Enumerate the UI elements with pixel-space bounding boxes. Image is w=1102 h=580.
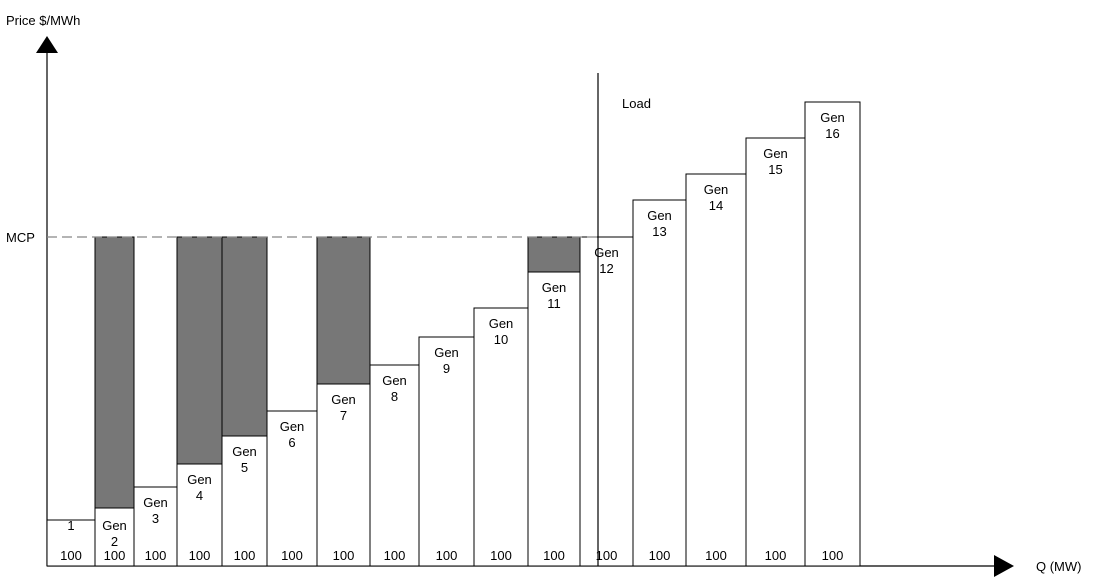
bid-block bbox=[685, 173, 747, 567]
bid-block bbox=[804, 101, 861, 567]
capacity-label: 100 bbox=[145, 548, 167, 563]
generator-name: 9 bbox=[443, 361, 450, 376]
generator-name: Gen bbox=[280, 419, 305, 434]
generator-name: Gen bbox=[763, 146, 788, 161]
generator-name: 13 bbox=[652, 224, 666, 239]
capacity-label: 100 bbox=[765, 548, 787, 563]
capacity-label: 100 bbox=[649, 548, 671, 563]
generator-name: 15 bbox=[768, 162, 782, 177]
capacity-label: 100 bbox=[189, 548, 211, 563]
capacity-label: 100 bbox=[543, 548, 565, 563]
generator-name: 3 bbox=[152, 511, 159, 526]
capacity-label: 100 bbox=[436, 548, 458, 563]
bid-block bbox=[579, 236, 634, 567]
generator-name: Gen bbox=[647, 208, 672, 223]
bid-block bbox=[369, 364, 420, 567]
capacity-label: 100 bbox=[281, 548, 303, 563]
generator-bars: 1 Gen2Gen3Gen4Gen5Gen6Gen7Gen8Gen9Gen10Ge… bbox=[46, 101, 861, 567]
generator-name: Gen bbox=[704, 182, 729, 197]
generator-name: 7 bbox=[340, 408, 347, 423]
generator-name: 4 bbox=[196, 488, 203, 503]
capacity-label: 100 bbox=[60, 548, 82, 563]
y-axis-arrow-icon bbox=[36, 36, 58, 53]
y-axis-label: Price $/MWh bbox=[6, 13, 80, 28]
surplus-block bbox=[176, 236, 223, 465]
bid-block bbox=[266, 410, 318, 567]
bid-block bbox=[316, 383, 371, 567]
generator-name: 5 bbox=[241, 460, 248, 475]
bid-block bbox=[745, 137, 806, 567]
bid-block bbox=[133, 486, 178, 567]
generator-name: Gen bbox=[434, 345, 459, 360]
generator-name: Gen bbox=[232, 444, 257, 459]
generator-name: 6 bbox=[288, 435, 295, 450]
generator-name: Gen bbox=[489, 316, 514, 331]
generator-name: 16 bbox=[825, 126, 839, 141]
generator-name: Gen bbox=[542, 280, 567, 295]
capacity-label: 100 bbox=[104, 548, 126, 563]
surplus-block bbox=[94, 236, 135, 509]
generator-name: 12 bbox=[599, 261, 613, 276]
generator-name: Gen bbox=[187, 472, 212, 487]
generator-name: Gen bbox=[102, 518, 127, 533]
generator-name: Gen bbox=[331, 392, 356, 407]
bid-block bbox=[221, 435, 268, 567]
generator-name: Gen bbox=[382, 373, 407, 388]
bid-block bbox=[418, 336, 475, 567]
capacity-label: 100 bbox=[822, 548, 844, 563]
generator-bar: 1 bbox=[46, 518, 96, 567]
generator-name: Gen bbox=[143, 495, 168, 510]
bid-block bbox=[527, 271, 581, 567]
surplus-block bbox=[527, 236, 581, 273]
bid-block bbox=[632, 199, 687, 567]
generator-name: 8 bbox=[391, 389, 398, 404]
capacity-label: 100 bbox=[490, 548, 512, 563]
generator-name: 11 bbox=[547, 296, 561, 311]
bid-block bbox=[176, 463, 223, 567]
capacity-label: 100 bbox=[234, 548, 256, 563]
generator-name: 1 bbox=[67, 518, 74, 533]
generator-name: 2 bbox=[111, 534, 118, 549]
generator-name: 14 bbox=[709, 198, 723, 213]
bid-block bbox=[46, 519, 96, 567]
generator-name: Gen bbox=[594, 245, 619, 260]
surplus-block bbox=[221, 236, 268, 437]
capacity-label: 100 bbox=[705, 548, 727, 563]
x-axis-label: Q (MW) bbox=[1036, 559, 1081, 574]
surplus-block bbox=[316, 236, 371, 385]
capacity-labels: 100 100 100 100 100 100 100 100 100 100 100 100 100 1… bbox=[60, 548, 843, 563]
generator-name: Gen bbox=[820, 110, 845, 125]
capacity-label: 100 bbox=[596, 548, 618, 563]
load-label: Load bbox=[622, 96, 651, 111]
capacity-label: 100 bbox=[333, 548, 355, 563]
generator-name: 10 bbox=[494, 332, 508, 347]
capacity-label: 100 bbox=[384, 548, 406, 563]
x-axis-arrow-icon bbox=[994, 555, 1014, 577]
mcp-label: MCP bbox=[6, 230, 35, 245]
